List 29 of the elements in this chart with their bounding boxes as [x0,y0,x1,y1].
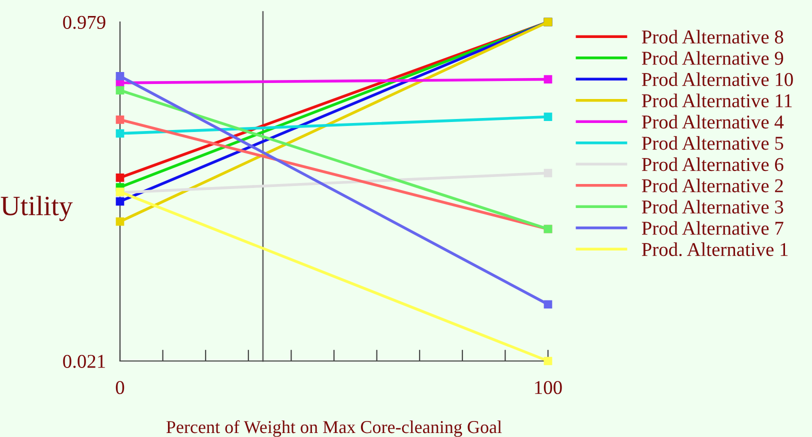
point [116,86,124,94]
point [116,116,124,124]
y-tick-label: 0.021 [63,354,105,368]
y-tick-label: 0.979 [63,16,106,30]
point [544,75,552,84]
point [116,217,124,226]
legend-label: Prod. Alternative 1 [642,242,788,256]
point [544,356,552,366]
x-tick-label: 100 [535,381,562,394]
point [544,300,552,309]
legend-label: Prod Alternative 4 [642,114,784,129]
point [544,112,552,121]
legend-label: Prod Alternative 11 [642,94,792,108]
point [116,197,124,206]
point [116,72,124,80]
x-axis-title: Percent of Weight on Max Core-cleaning Goal [166,420,502,437]
legend-label: Prod Alternative 7 [642,221,784,235]
legend-label: Prod Alternative 2 [642,178,783,192]
legend-label: Prod Alternative 5 [642,136,784,150]
point [116,174,124,182]
point [116,129,124,138]
legend-label: Prod Alternative 10 [642,72,793,86]
legend-label: Prod Alternative 6 [642,157,784,172]
y-axis-title: Utility [0,196,73,222]
x-tick-label: 0 [116,381,124,394]
legend-label: Prod Alternative 9 [642,51,784,65]
legend-label: Prod Alternative 8 [642,30,784,44]
legend-label: Prod Alternative 3 [642,200,784,214]
point [544,168,552,178]
